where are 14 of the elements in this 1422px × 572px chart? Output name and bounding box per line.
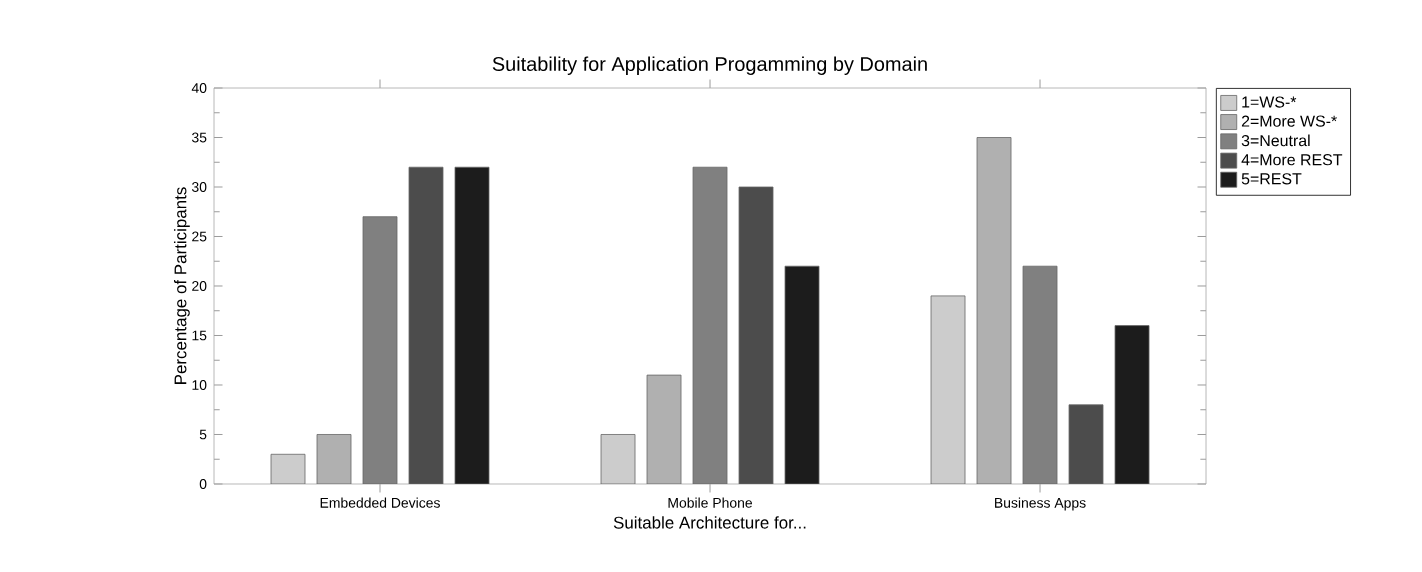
y-axis-title: Percentage of Participants: [173, 187, 190, 384]
bar: [1022, 265, 1058, 484]
chart-title: Suitability for Application Progamming by Domain: [492, 56, 927, 75]
bar: [930, 295, 966, 484]
bar: [738, 186, 774, 484]
bar: [362, 216, 398, 484]
x-axis-title: Suitable Architecture for...: [613, 516, 806, 529]
bar: [692, 166, 728, 484]
bar: [408, 166, 444, 484]
bar: [600, 434, 636, 484]
bar: [1068, 404, 1104, 484]
bar: [1114, 325, 1150, 484]
bar: [784, 265, 820, 484]
bar: [454, 166, 490, 484]
